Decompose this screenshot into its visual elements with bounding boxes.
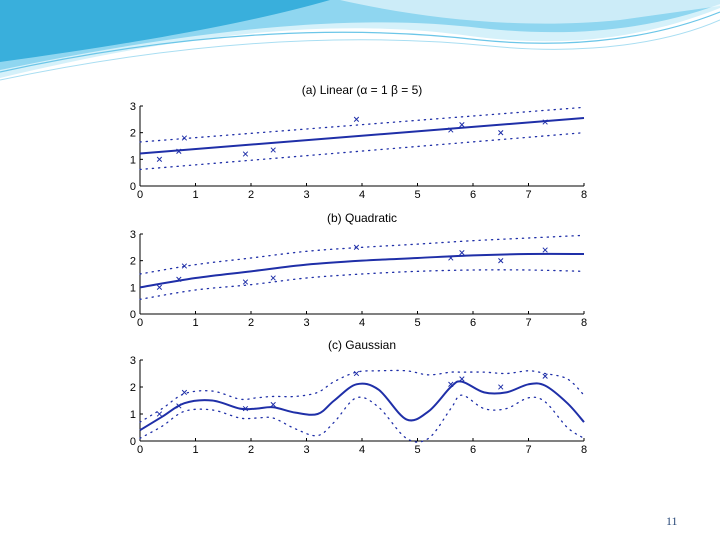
panel-1-observation-point bbox=[459, 122, 465, 128]
panel-3-observation-point bbox=[542, 373, 548, 379]
panel-3-x-tick-label: 4 bbox=[359, 444, 365, 456]
panel-3-observation-point bbox=[498, 384, 504, 390]
panel-3-observation-point bbox=[459, 376, 465, 382]
panel-1-band-lower bbox=[139, 132, 585, 171]
panel-3-x-tick-label: 3 bbox=[303, 444, 309, 456]
panel-1-x-tick-label: 1 bbox=[192, 189, 198, 201]
panel-1-y-tick-label: 3 bbox=[130, 101, 136, 113]
panel-2-observation-point bbox=[156, 284, 163, 290]
panel-2-observation-point bbox=[242, 279, 249, 285]
panel-2-y-tick-label: 0 bbox=[130, 309, 136, 321]
panel-3-y-tick-label: 0 bbox=[130, 436, 136, 448]
page-number: 11 bbox=[666, 514, 678, 528]
panel-2-y-tick-label: 1 bbox=[130, 282, 136, 294]
panel-3-observation-point bbox=[181, 389, 188, 396]
panel-1-observation-point bbox=[448, 127, 454, 133]
panel-3-x-tick-label: 5 bbox=[414, 444, 420, 456]
panel-3-y-tick-label: 1 bbox=[130, 409, 136, 421]
panel-3-observation-point bbox=[156, 411, 163, 417]
panel-3-x-tick-label: 2 bbox=[248, 444, 254, 456]
panel-3-x-tick-label: 8 bbox=[581, 444, 587, 456]
panel-3-x-tick-label: 0 bbox=[137, 444, 143, 456]
wave-highlight bbox=[340, 0, 720, 24]
panel-3-x-tick-label: 1 bbox=[192, 444, 198, 456]
panel-1-observation-point bbox=[498, 130, 504, 136]
panel-2-observation-point bbox=[176, 276, 182, 282]
panel-1-x-tick-label: 0 bbox=[137, 189, 143, 201]
panel-1-x-tick-label: 8 bbox=[581, 189, 587, 201]
panel-2-observation-point bbox=[498, 258, 504, 264]
wave-line-1 bbox=[0, 11, 720, 73]
wave-line-2 bbox=[0, 19, 720, 81]
panel-1-x-tick-label: 4 bbox=[359, 189, 365, 201]
panel-2-x-tick-label: 7 bbox=[525, 317, 531, 329]
panel-1-observation-point bbox=[353, 116, 360, 122]
panel-3-x-tick-label: 6 bbox=[470, 444, 476, 456]
panel-2-band-upper bbox=[139, 234, 585, 275]
panel-2-x-tick-label: 0 bbox=[137, 317, 143, 329]
panel-1-x-tick-label: 5 bbox=[414, 189, 420, 201]
panel-2-observation-point bbox=[270, 275, 276, 281]
panel-2-x-tick-label: 2 bbox=[248, 317, 254, 329]
panel-2-x-tick-label: 1 bbox=[192, 317, 198, 329]
panel-1-band-upper bbox=[139, 106, 585, 143]
panel-1-observation-point bbox=[542, 119, 548, 125]
panel-2-x-tick-label: 6 bbox=[470, 317, 476, 329]
panel-3-x-tick-label: 7 bbox=[525, 444, 531, 456]
header-wave-decoration bbox=[0, 0, 720, 81]
panel-2-y-tick-label: 3 bbox=[130, 229, 136, 241]
panel-2-band-lower bbox=[139, 269, 585, 300]
panel-1-x-tick-label: 2 bbox=[248, 189, 254, 201]
panel-2-x-tick-label: 4 bbox=[359, 317, 365, 329]
panel-1-y-tick-label: 2 bbox=[130, 128, 136, 140]
panel-2-observation-point bbox=[459, 250, 465, 256]
panel-3-observation-point bbox=[448, 381, 454, 387]
panel-3-mean-line bbox=[139, 380, 585, 432]
panel-1-title: (a) Linear (α = 1 β = 5) bbox=[302, 83, 423, 97]
panel-2-title: (b) Quadratic bbox=[327, 211, 397, 225]
panel-2-mean-line bbox=[139, 252, 585, 289]
panel-3-observation-point bbox=[176, 403, 182, 409]
panel-1-observation-point bbox=[176, 148, 182, 154]
panel-1-y-tick-label: 1 bbox=[130, 154, 136, 166]
gaussian-process-figure: (a) Linear (α = 1 β = 5) 0 1 2 3 4 5 6 7 8 0 1 2 3 (b)… bbox=[124, 68, 592, 468]
panel-3-title: (c) Gaussian bbox=[328, 338, 396, 352]
panel-1-x-tick-label: 6 bbox=[470, 189, 476, 201]
panel-3-observation-point bbox=[242, 405, 249, 412]
panel-2-x-tick-label: 5 bbox=[414, 317, 420, 329]
panel-1-y-tick-label: 0 bbox=[130, 181, 136, 193]
panel-2-observation-point bbox=[181, 263, 188, 269]
panel-2-observation-point bbox=[448, 255, 454, 261]
panel-1-observation-point bbox=[270, 147, 276, 153]
panel-2-x-tick-label: 8 bbox=[581, 317, 587, 329]
panel-3-observation-point bbox=[270, 401, 276, 408]
panel-2-observation-point bbox=[353, 244, 360, 250]
panel-1-x-tick-label: 7 bbox=[525, 189, 531, 201]
panel-3-observation-point bbox=[353, 370, 360, 377]
wave-band-dark bbox=[0, 0, 330, 62]
panel-2-observation-point bbox=[542, 247, 548, 253]
panel-3-band-upper bbox=[139, 369, 585, 423]
panel-1-observation-point bbox=[156, 156, 163, 162]
panel-1-mean-line bbox=[139, 117, 585, 155]
panel-1-observation-point bbox=[181, 135, 188, 141]
panel-3-band-lower bbox=[139, 394, 585, 443]
panel-2-x-tick-label: 3 bbox=[303, 317, 309, 329]
panel-3-y-tick-label: 3 bbox=[130, 355, 136, 367]
panel-1-x-tick-label: 3 bbox=[303, 189, 309, 201]
panel-2-y-tick-label: 2 bbox=[130, 256, 136, 268]
panel-1-observation-point bbox=[242, 151, 249, 157]
panel-3-y-tick-label: 2 bbox=[130, 382, 136, 394]
